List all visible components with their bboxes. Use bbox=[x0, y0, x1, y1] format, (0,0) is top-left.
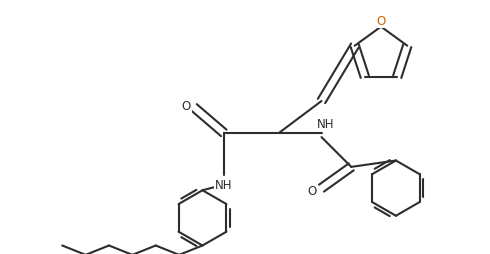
Text: O: O bbox=[182, 99, 191, 112]
Text: NH: NH bbox=[215, 179, 232, 192]
Text: NH: NH bbox=[317, 118, 335, 131]
Text: O: O bbox=[376, 15, 386, 28]
Text: O: O bbox=[308, 184, 317, 197]
